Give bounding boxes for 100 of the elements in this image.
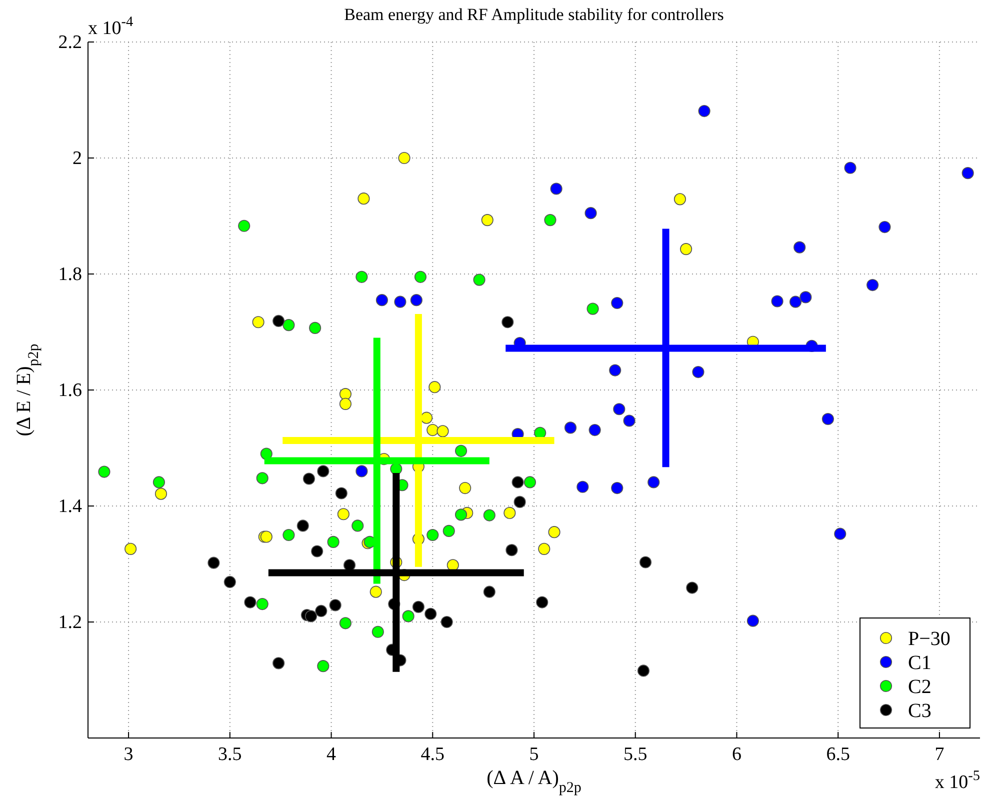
point xyxy=(834,528,846,540)
point xyxy=(272,657,285,670)
point xyxy=(538,542,550,555)
x-tick-label: 5 xyxy=(529,744,539,765)
point xyxy=(394,296,406,308)
point xyxy=(483,509,496,522)
point xyxy=(506,544,518,556)
point xyxy=(272,314,285,328)
point xyxy=(414,270,427,283)
point xyxy=(639,556,652,568)
point xyxy=(442,524,455,537)
point xyxy=(98,466,110,478)
legend-label: C2 xyxy=(908,676,932,698)
point xyxy=(844,162,856,174)
point xyxy=(459,482,472,494)
point xyxy=(674,193,686,206)
point xyxy=(548,526,560,538)
legend-label: C1 xyxy=(908,652,932,674)
x-tick-label: 4 xyxy=(326,744,337,765)
point xyxy=(473,274,486,286)
point xyxy=(339,398,352,410)
point xyxy=(746,614,759,627)
y-tick-label: 1.6 xyxy=(58,380,82,401)
y-tick-label: 1.4 xyxy=(58,496,82,517)
point xyxy=(244,596,256,608)
point xyxy=(154,488,168,500)
text: x 10$^{-5}$ xyxy=(934,768,980,793)
point xyxy=(356,270,368,283)
legend-label: C3 xyxy=(908,700,932,722)
point xyxy=(866,278,879,292)
point xyxy=(648,476,660,488)
point xyxy=(398,152,410,164)
point xyxy=(609,364,622,376)
point xyxy=(335,487,348,500)
point xyxy=(282,528,295,542)
point xyxy=(296,520,309,532)
point xyxy=(337,508,350,520)
x-tick-label: 3 xyxy=(124,744,134,765)
x-tick-label: 7 xyxy=(934,744,944,765)
point xyxy=(686,582,698,594)
point xyxy=(339,617,352,630)
point xyxy=(317,465,330,478)
point xyxy=(426,528,439,542)
point xyxy=(372,626,384,638)
point xyxy=(238,220,250,232)
point xyxy=(358,192,370,205)
point xyxy=(502,316,514,328)
point xyxy=(428,381,441,394)
point xyxy=(282,319,295,332)
x-tick-label: 4.5 xyxy=(420,744,445,765)
point xyxy=(356,465,368,478)
point xyxy=(252,316,264,328)
point xyxy=(514,496,526,508)
point xyxy=(426,424,439,436)
point xyxy=(315,604,328,618)
point xyxy=(152,476,165,488)
point xyxy=(794,241,806,254)
point xyxy=(692,366,704,378)
point xyxy=(208,556,220,569)
point xyxy=(789,296,802,308)
point xyxy=(402,610,414,622)
point xyxy=(329,599,342,612)
point xyxy=(311,545,324,558)
point xyxy=(309,322,322,334)
text: x 10$^{-4}$ xyxy=(88,14,134,39)
point xyxy=(536,596,548,608)
point xyxy=(611,296,624,310)
point xyxy=(256,598,268,610)
point xyxy=(680,243,692,256)
point xyxy=(304,610,318,622)
y-tick-label: 1.8 xyxy=(58,264,82,285)
point xyxy=(339,388,352,400)
point xyxy=(376,294,388,306)
point xyxy=(436,425,449,438)
x-tick-label: 3.5 xyxy=(218,744,242,765)
x-tick-label: 5.5 xyxy=(623,744,648,765)
point xyxy=(550,182,562,195)
point xyxy=(564,422,577,434)
point xyxy=(962,167,974,180)
point xyxy=(454,444,468,457)
point xyxy=(584,207,597,220)
point xyxy=(800,291,812,304)
y-tick-label: 2 xyxy=(72,148,82,169)
legend-label: P−30 xyxy=(908,628,950,650)
point xyxy=(410,294,422,306)
x-axis-title: (Δ A / A)$_{p2p}$ xyxy=(486,767,582,796)
point xyxy=(481,214,494,226)
point xyxy=(586,302,599,315)
point xyxy=(424,608,437,620)
point xyxy=(544,214,556,226)
point xyxy=(504,506,516,519)
point xyxy=(512,476,524,488)
point xyxy=(637,664,650,677)
point xyxy=(420,412,433,424)
point xyxy=(454,508,468,521)
point xyxy=(256,472,268,484)
point xyxy=(412,600,424,613)
point xyxy=(822,412,834,426)
point xyxy=(878,220,891,234)
point xyxy=(771,295,784,308)
